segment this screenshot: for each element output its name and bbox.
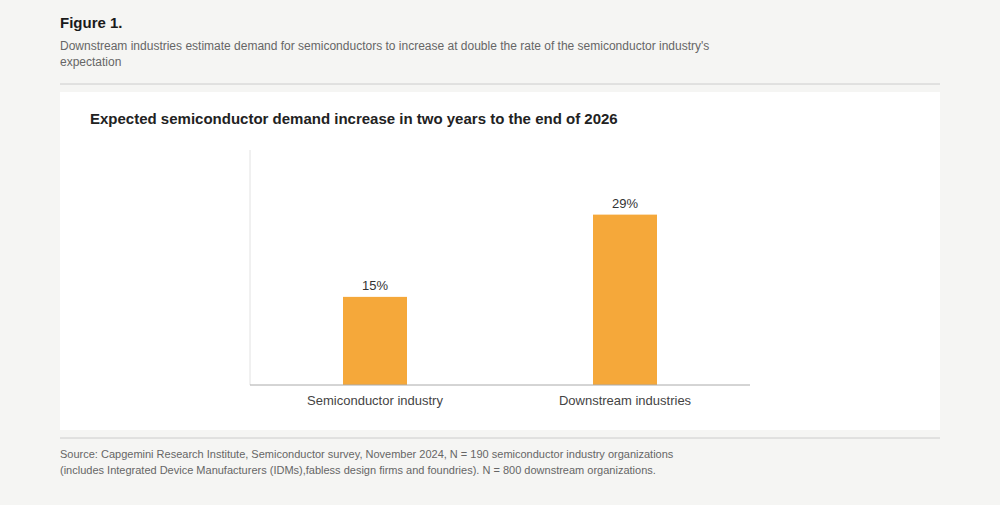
x-axis-line — [250, 385, 750, 386]
panel — [60, 92, 940, 430]
x-tick-label: Downstream industries — [559, 393, 692, 408]
figure-label: Figure 1. — [60, 14, 123, 31]
text-line: (includes Integrated Device Manufacturer… — [60, 464, 656, 476]
source-note: Source: Capgemini Research Institute, Se… — [60, 448, 674, 476]
background — [0, 0, 1000, 505]
text-line: Downstream industries estimate demand fo… — [60, 39, 709, 53]
subtitle: Downstream industries estimate demand fo… — [60, 39, 709, 69]
bar — [343, 297, 407, 385]
chart-svg: Figure 1. Downstream industries estimate … — [0, 0, 1000, 505]
bars — [343, 215, 657, 385]
bar — [593, 215, 657, 385]
separator — [60, 84, 940, 85]
text-line: Source: Capgemini Research Institute, Se… — [60, 448, 674, 460]
x-tick-label: Semiconductor industry — [307, 393, 443, 408]
y-axis-line — [250, 150, 251, 385]
labels: 15% Semiconductor industry 29% Downstream i… — [307, 196, 692, 408]
data-label: 15% — [362, 278, 388, 293]
data-label: 29% — [612, 196, 638, 211]
chart-title: Expected semiconductor demand increase i… — [90, 110, 618, 127]
separator — [60, 438, 940, 439]
chart-container: Figure 1. Downstream industries estimate … — [0, 0, 1000, 505]
text-line: expectation — [60, 55, 121, 69]
